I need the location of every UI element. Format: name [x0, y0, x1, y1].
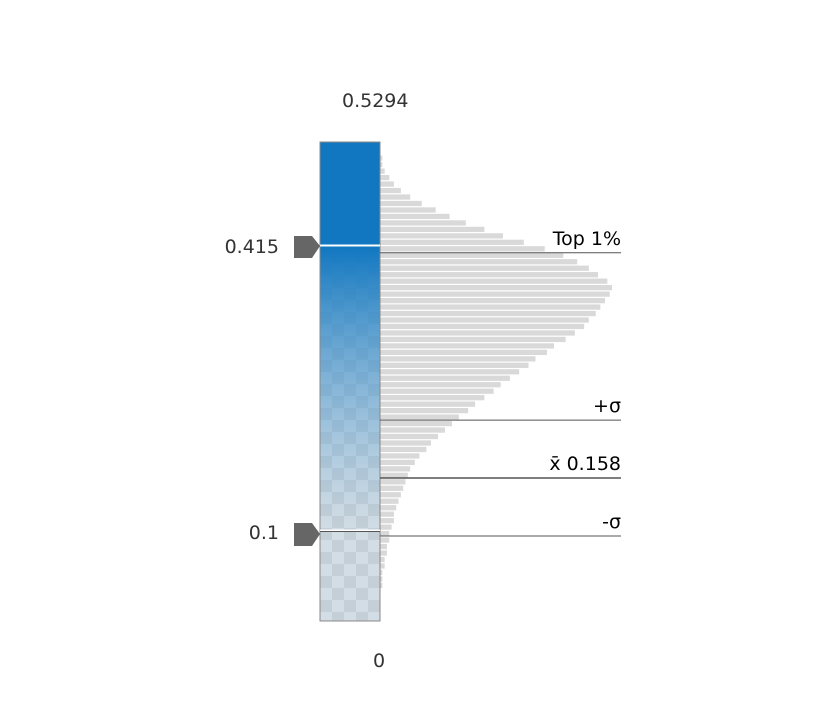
histogram-bar [380, 162, 383, 168]
plus-sigma-label: +σ [593, 395, 621, 418]
histogram-bar [380, 343, 554, 349]
histogram-bar [380, 330, 575, 336]
minus-sigma-label: -σ [602, 510, 621, 533]
statistic-marker-lines [380, 252, 621, 537]
threshold-high-value: 0.415 [224, 236, 279, 258]
histogram-bar [380, 537, 390, 543]
stretch-max-label: 0.5294 [342, 90, 409, 112]
histogram-bar [380, 200, 422, 207]
histogram-bar [380, 181, 394, 187]
histogram-bar [380, 278, 608, 284]
histogram-bar [380, 297, 606, 304]
histogram-bar [380, 395, 485, 401]
histogram-bar [380, 369, 520, 375]
histogram-bar [380, 511, 394, 517]
histogram-bar [380, 550, 387, 556]
histogram-bar [380, 233, 503, 239]
threshold-high-handle[interactable] [294, 236, 320, 258]
histogram-bar [380, 187, 401, 194]
histogram-bar [380, 213, 450, 220]
histogram-bar [380, 576, 383, 582]
histogram-bar [380, 246, 545, 252]
histogram-bar [380, 375, 510, 381]
histogram-bar [380, 401, 476, 407]
ramp-solid-top [320, 142, 380, 246]
histogram-bar [380, 174, 390, 181]
histogram-bar [380, 356, 536, 362]
ramp-gradient [320, 246, 380, 535]
histogram-bar [380, 453, 420, 459]
histogram-bar [380, 155, 383, 161]
histogram-bar [380, 349, 548, 356]
histogram-bar [380, 569, 383, 576]
histogram-bar [380, 252, 564, 258]
histogram-bar [380, 433, 438, 440]
histogram-bar [380, 291, 610, 297]
stretch-min-label: 0 [373, 650, 386, 672]
threshold-low-handle[interactable] [294, 523, 320, 546]
histogram-bar [380, 382, 501, 388]
histogram-bar [380, 336, 566, 343]
histogram-bar [380, 459, 415, 466]
histogram-bar [380, 362, 529, 368]
ramp-low-fill [320, 535, 380, 621]
histogram-bar [380, 530, 390, 537]
histogram-bar [380, 317, 589, 323]
histogram-bar [380, 265, 589, 271]
histogram-bar [380, 310, 596, 317]
histogram-bar [380, 440, 432, 446]
histogram-bar [380, 272, 599, 278]
histogram-bar [380, 582, 383, 589]
histogram-bar [380, 407, 469, 414]
histogram-bar [380, 446, 427, 453]
histogram-bar [380, 226, 485, 233]
histogram-bar [380, 239, 524, 245]
histogram-bar [380, 388, 494, 394]
mean-label: x̄ 0.158 [549, 453, 621, 476]
histogram-bar [380, 420, 452, 427]
histogram-bar [380, 304, 601, 310]
histogram-bar [380, 194, 411, 200]
histogram-bar [380, 485, 404, 491]
histogram-bar [380, 427, 445, 433]
ramp-border [319, 141, 381, 622]
color-ramp-bar [319, 141, 381, 622]
histogram-bar [380, 472, 408, 478]
histogram-bar [380, 498, 399, 504]
histogram-bar [380, 479, 406, 485]
histogram-bar [380, 492, 401, 498]
histogram [380, 155, 612, 589]
histogram-bar [380, 466, 411, 472]
histogram-bar [380, 524, 392, 530]
histogram-bar [380, 220, 466, 226]
threshold-low-value: 0.1 [248, 522, 279, 544]
top-percent-label: Top 1% [552, 227, 621, 250]
histogram-bar [380, 563, 385, 569]
histogram-bar [380, 323, 585, 330]
histogram-bar [380, 556, 385, 563]
histogram-bar [380, 259, 578, 265]
histogram-bar [380, 518, 394, 524]
histogram-bar [380, 285, 612, 291]
histogram-bar [380, 543, 387, 550]
histogram-bar [380, 168, 385, 174]
histogram-bar [380, 505, 397, 511]
histogram-bar [380, 207, 436, 213]
histogram-bar [380, 414, 459, 420]
